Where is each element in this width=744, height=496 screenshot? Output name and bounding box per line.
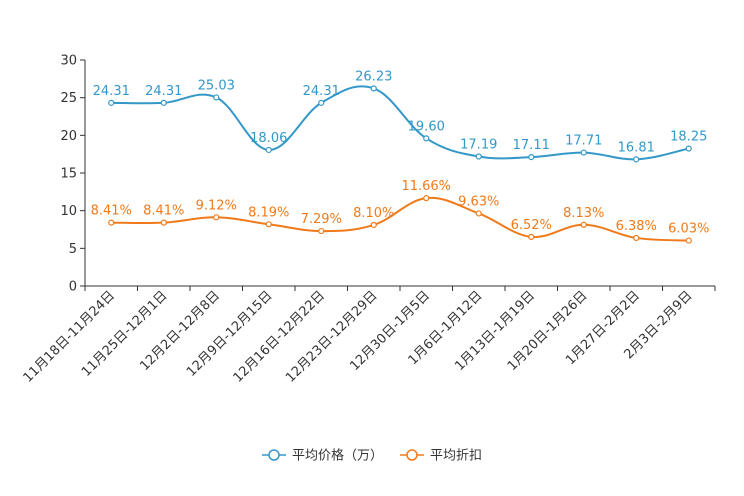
data-label: 18.06 bbox=[250, 131, 287, 146]
data-label: 24.31 bbox=[145, 84, 182, 99]
data-label: 9.63% bbox=[458, 194, 499, 209]
data-point bbox=[580, 221, 587, 228]
data-point bbox=[370, 85, 377, 92]
data-label: 8.41% bbox=[143, 204, 184, 219]
data-label: 8.10% bbox=[353, 206, 394, 221]
data-point bbox=[423, 195, 430, 202]
data-point bbox=[108, 99, 115, 106]
data-label: 17.19 bbox=[460, 138, 497, 153]
series-line-1 bbox=[111, 196, 689, 242]
data-point bbox=[475, 153, 482, 160]
y-tick-label: 5 bbox=[69, 242, 77, 257]
data-point bbox=[318, 99, 325, 106]
data-label: 6.03% bbox=[668, 222, 709, 237]
data-label: 16.81 bbox=[618, 140, 655, 155]
data-point bbox=[528, 233, 535, 240]
data-point bbox=[160, 219, 167, 226]
legend: 平均价格（万） 平均折扣 bbox=[262, 448, 482, 464]
y-tick-label: 20 bbox=[60, 129, 77, 144]
y-tick-label: 10 bbox=[60, 204, 77, 219]
data-point bbox=[213, 94, 220, 101]
legend-label-0: 平均价格（万） bbox=[292, 448, 383, 464]
legend-marker-1 bbox=[406, 449, 418, 461]
x-tick-label: 12月16日-12月22日 bbox=[231, 288, 328, 385]
x-tick-label: 12月23日-12月29日 bbox=[283, 288, 380, 385]
data-label: 11.66% bbox=[401, 179, 451, 194]
data-label: 9.12% bbox=[196, 198, 237, 213]
data-label: 7.29% bbox=[301, 212, 342, 227]
x-tick-label: 11月18日-11月24日 bbox=[21, 288, 118, 385]
data-point bbox=[318, 227, 325, 235]
data-point bbox=[528, 154, 535, 161]
data-label: 8.19% bbox=[248, 205, 289, 220]
data-label: 26.23 bbox=[355, 69, 392, 84]
data-label: 6.38% bbox=[616, 219, 657, 234]
data-point bbox=[108, 219, 115, 226]
y-tick-label: 15 bbox=[60, 167, 77, 182]
legend-label-1: 平均折扣 bbox=[430, 449, 482, 464]
data-label: 24.31 bbox=[93, 84, 130, 99]
y-tick-label: 25 bbox=[60, 91, 77, 106]
y-tick-label: 30 bbox=[60, 54, 77, 69]
data-label: 25.03 bbox=[198, 78, 235, 93]
data-label: 19.60 bbox=[408, 119, 445, 134]
data-point bbox=[580, 149, 587, 156]
data-label: 6.52% bbox=[511, 218, 552, 233]
data-point bbox=[633, 234, 640, 242]
data-label: 8.41% bbox=[91, 204, 132, 219]
y-tick-label: 0 bbox=[69, 280, 77, 295]
data-point bbox=[685, 237, 692, 244]
series-points bbox=[108, 85, 692, 244]
data-point bbox=[213, 214, 220, 221]
data-point bbox=[265, 146, 272, 154]
data-point bbox=[370, 221, 377, 229]
data-label: 17.11 bbox=[513, 138, 550, 153]
legend-marker-0 bbox=[268, 449, 280, 461]
data-label: 17.71 bbox=[565, 134, 602, 149]
data-label: 18.25 bbox=[670, 130, 707, 145]
data-point bbox=[633, 156, 640, 163]
data-point bbox=[265, 221, 272, 228]
data-point bbox=[423, 135, 430, 142]
data-point bbox=[160, 99, 167, 106]
data-label: 8.13% bbox=[563, 206, 604, 221]
data-point bbox=[475, 210, 482, 217]
data-labels: 24.31 24.31 25.03 18.06 24.31 26.23 19.60 17.19… bbox=[91, 69, 710, 236]
data-label: 24.31 bbox=[303, 84, 340, 99]
data-point bbox=[685, 145, 692, 152]
